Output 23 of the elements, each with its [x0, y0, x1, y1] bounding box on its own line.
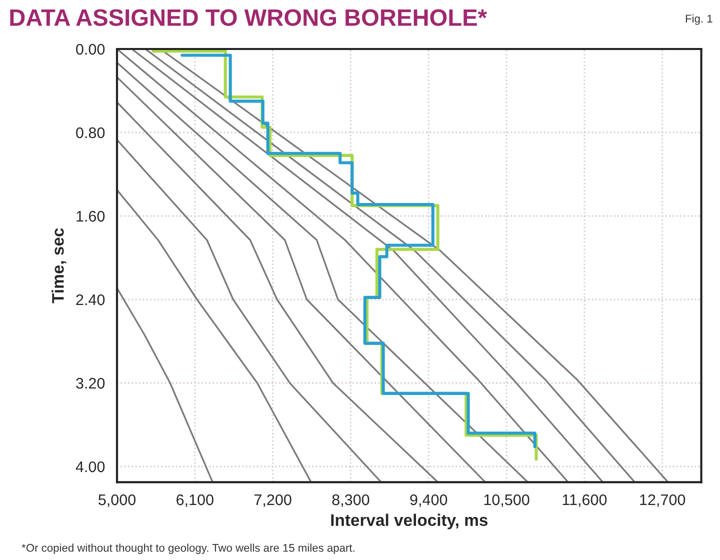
x-axis-title: Interval velocity, ms: [331, 514, 488, 530]
chart-title: DATA ASSIGNED TO WRONG BOREHOLE*: [10, 9, 487, 26]
y-tick-label: 1.60: [76, 210, 105, 222]
y-tick-label: 0.80: [76, 127, 105, 138]
line-series: [117, 101, 439, 482]
y-tick-label: 4.00: [76, 461, 105, 472]
x-tick-label: 11,600: [562, 494, 607, 507]
x-tick-label: 8,300: [332, 494, 370, 507]
y-tick-label: 2.40: [76, 294, 105, 306]
y-axis-title: Time, sec: [52, 228, 66, 304]
x-tick-label: 10,500: [484, 494, 530, 507]
caption: Fig. 1: [686, 14, 712, 25]
line-series: [117, 287, 214, 482]
x-tick-label: 7,200: [254, 494, 292, 507]
y-tick-label: 3.20: [76, 378, 105, 389]
x-tick-label: 9,400: [410, 494, 448, 507]
line-series: [117, 189, 312, 482]
x-tick-label: 5,000: [98, 494, 136, 507]
text: *Or copied without thought to geology. Two wells are 15 miles apart.: [22, 544, 354, 554]
x-tick-label: 12,700: [640, 494, 686, 507]
line-series: [117, 138, 382, 482]
y-tick-label: 0.00: [76, 44, 105, 55]
x-tick-label: 6,100: [176, 494, 214, 507]
